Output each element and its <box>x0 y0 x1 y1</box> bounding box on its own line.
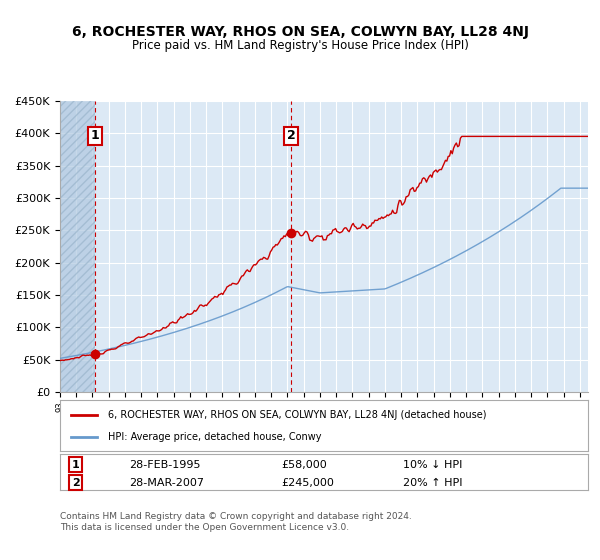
Text: 2: 2 <box>72 478 80 488</box>
Text: Contains HM Land Registry data © Crown copyright and database right 2024.
This d: Contains HM Land Registry data © Crown c… <box>60 512 412 532</box>
Text: 1: 1 <box>91 129 100 142</box>
Text: 1: 1 <box>72 460 80 469</box>
Text: HPI: Average price, detached house, Conwy: HPI: Average price, detached house, Conw… <box>107 432 321 442</box>
Text: 6, ROCHESTER WAY, RHOS ON SEA, COLWYN BAY, LL28 4NJ (detached house): 6, ROCHESTER WAY, RHOS ON SEA, COLWYN BA… <box>107 409 486 419</box>
Text: 28-MAR-2007: 28-MAR-2007 <box>128 478 203 488</box>
Text: 20% ↑ HPI: 20% ↑ HPI <box>403 478 463 488</box>
Text: £58,000: £58,000 <box>282 460 328 469</box>
Text: 2: 2 <box>287 129 296 142</box>
Text: 10% ↓ HPI: 10% ↓ HPI <box>403 460 463 469</box>
Text: 6, ROCHESTER WAY, RHOS ON SEA, COLWYN BAY, LL28 4NJ: 6, ROCHESTER WAY, RHOS ON SEA, COLWYN BA… <box>71 25 529 39</box>
Text: £245,000: £245,000 <box>282 478 335 488</box>
Bar <box>60 101 95 392</box>
Text: 28-FEB-1995: 28-FEB-1995 <box>128 460 200 469</box>
Text: Price paid vs. HM Land Registry's House Price Index (HPI): Price paid vs. HM Land Registry's House … <box>131 39 469 52</box>
